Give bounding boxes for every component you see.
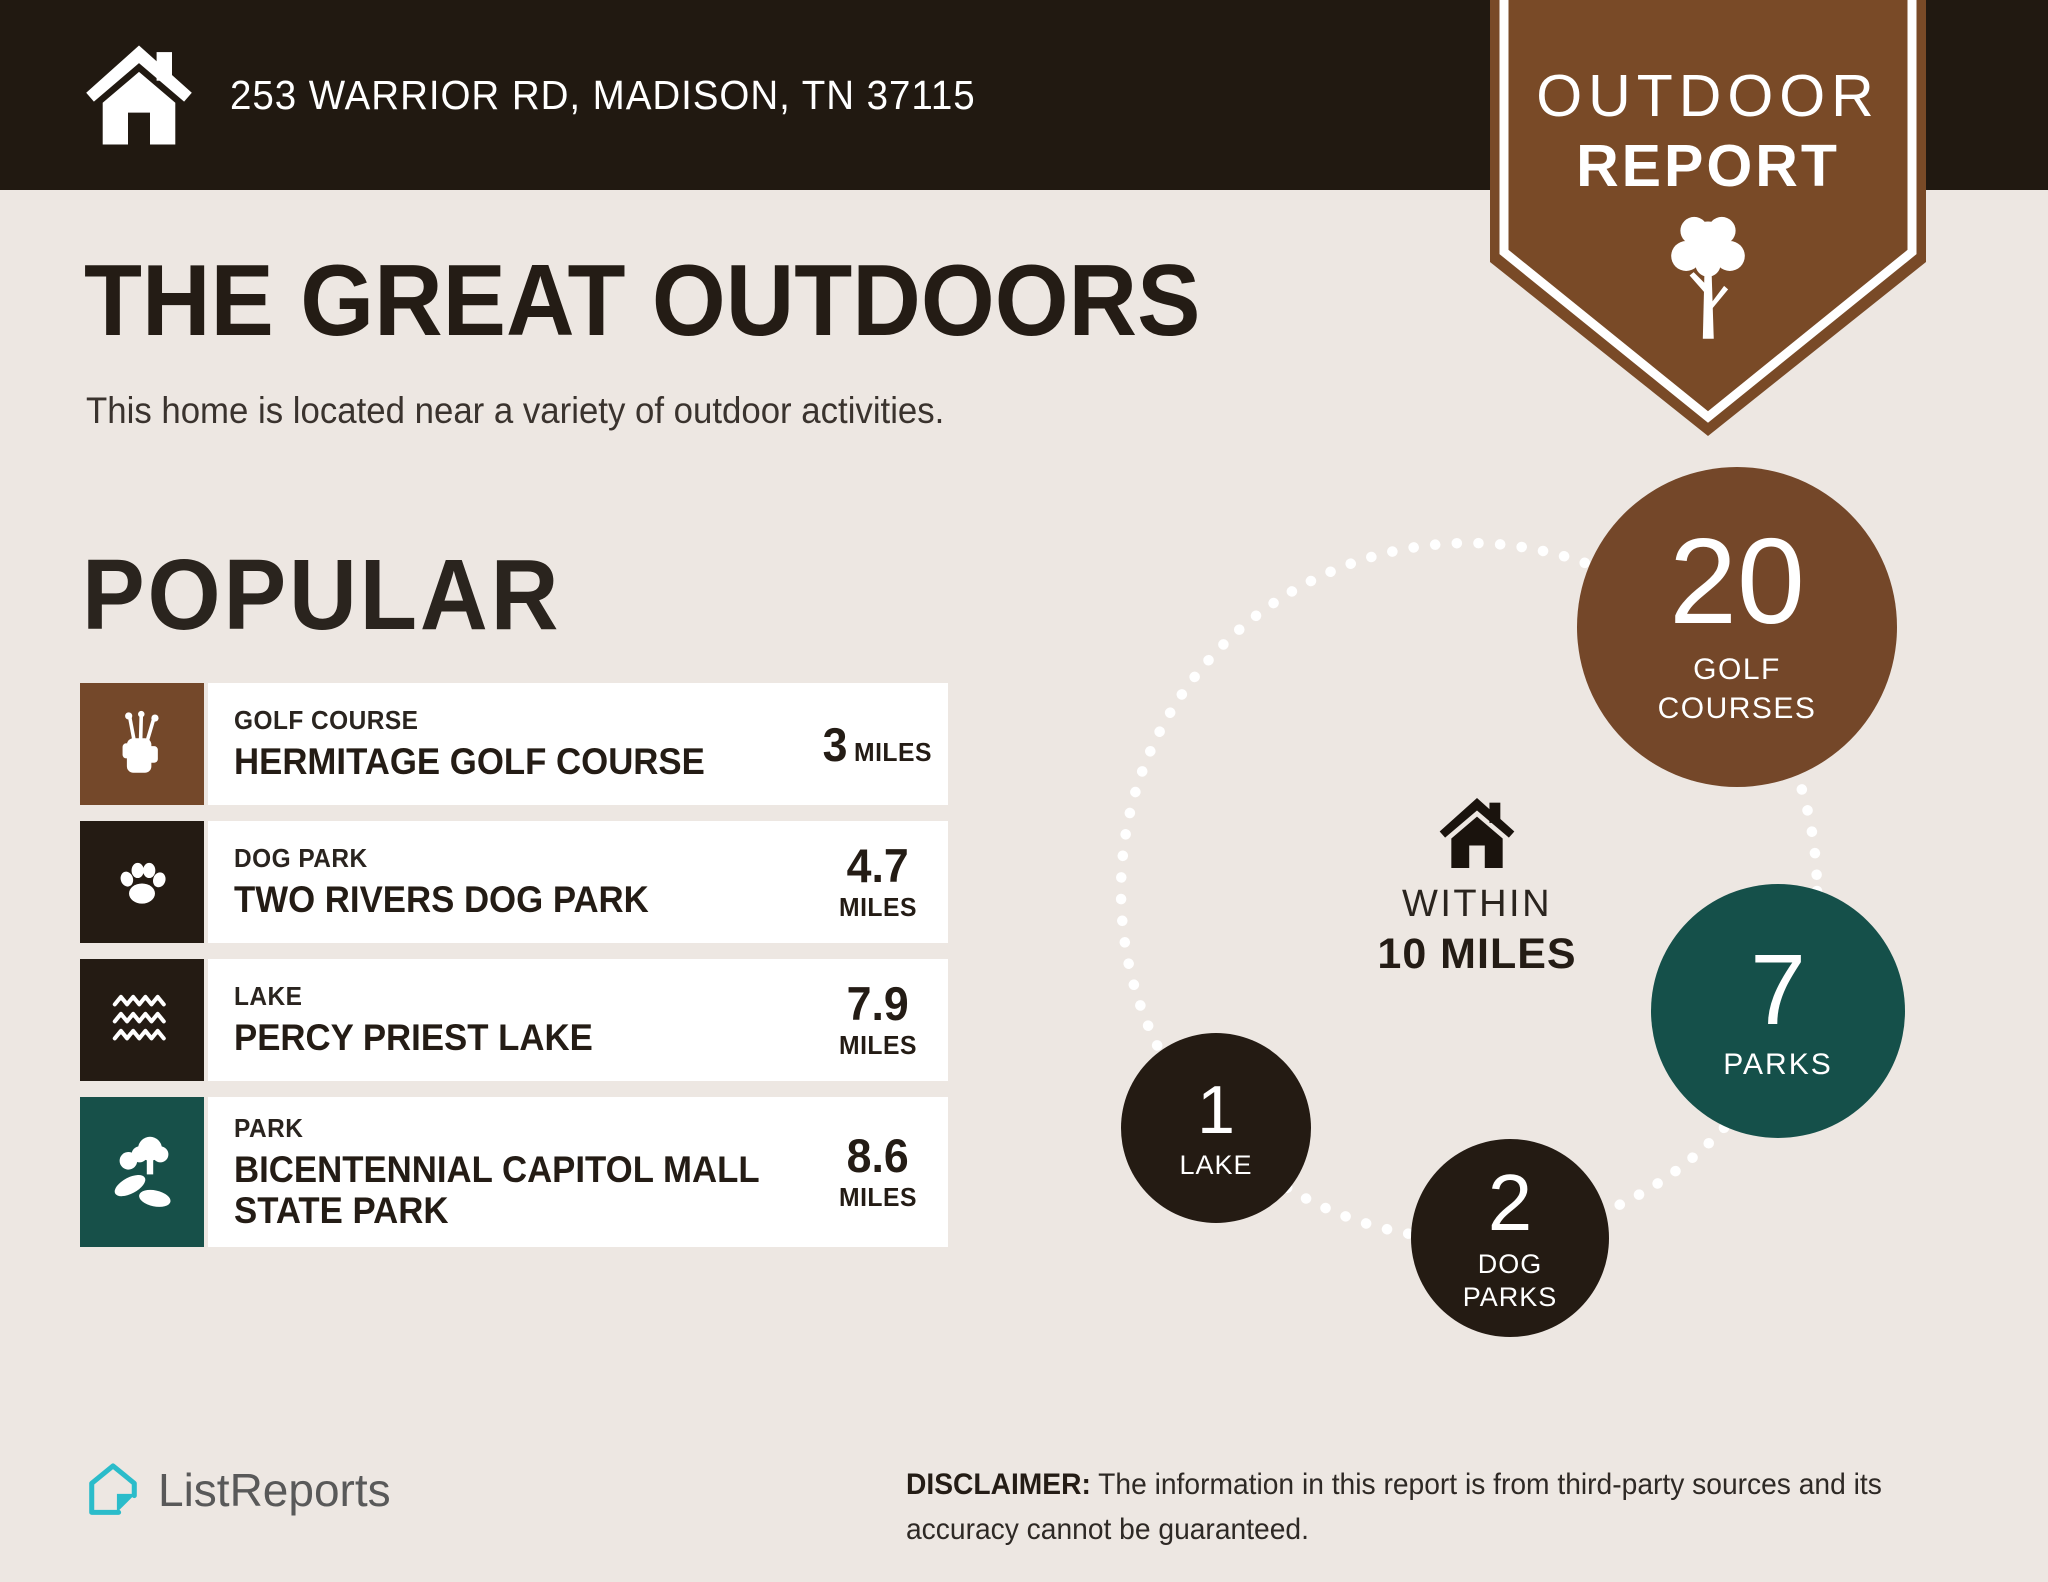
waves-icon [80, 959, 204, 1081]
disclaimer-label: DISCLAIMER: [906, 1468, 1091, 1501]
disclaimer-text-line2: accuracy cannot be guaranteed. [906, 1513, 1309, 1546]
popular-heading: POPULAR [82, 538, 592, 653]
poi-category: GOLF COURSE [234, 705, 419, 736]
distance-unit: MILES [839, 1181, 917, 1212]
park-icon [80, 1097, 204, 1247]
lake-bubble: 1 LAKE [1121, 1033, 1311, 1223]
badge-title-line1: OUTDOOR [1536, 63, 1880, 129]
disclaimer-text-line1: The information in this report is from t… [1090, 1468, 1882, 1501]
poi-name: BICENTENNIAL CAPITOL MALL STATE PARK [234, 1148, 769, 1231]
paw-icon [80, 821, 204, 943]
bubble-label: PARKS [1723, 1048, 1833, 1081]
bubble-value: 20 [1669, 513, 1805, 649]
brand-footer: ListReports [84, 1462, 391, 1518]
radius-label-line1: WITHIN [1401, 883, 1553, 925]
list-item-lake: LAKE PERCY PRIEST LAKE 7.9 MILES [80, 959, 948, 1081]
list-item-golf-course: GOLF COURSE HERMITAGE GOLF COURSE 3 MILE… [80, 683, 948, 805]
poi-name: PERCY PRIEST LAKE [234, 1017, 593, 1059]
distance-value: 8.6 [846, 1128, 910, 1182]
property-address-text: 253 WARRIOR RD, MADISON, TN 37115 [230, 71, 976, 118]
poi-distance: 8.6 MILES [816, 1132, 940, 1213]
property-address: 253 WARRIOR RD, MADISON, TN 37115 [230, 72, 1023, 119]
poi-category: LAKE [234, 981, 303, 1012]
park-glyph [114, 1136, 171, 1207]
paw-glyph [120, 862, 166, 904]
disclaimer: DISCLAIMER: The information in this repo… [906, 1462, 2048, 1552]
poi-category: PARK [234, 1112, 304, 1143]
poi-category: DOG PARK [234, 843, 368, 874]
bubble-label: DOG PARKS [1462, 1249, 1558, 1312]
poi-distance: 4.7 MILES [816, 842, 940, 923]
poi-distance: 3 MILES [816, 721, 940, 768]
list-card: PARK BICENTENNIAL CAPITOL MALL STATE PAR… [208, 1097, 948, 1247]
golf-bag-glyph [122, 710, 159, 773]
page-subtitle-text: This home is located near a variety of o… [86, 390, 945, 431]
house-icon [1439, 798, 1515, 868]
bubble-value: 2 [1487, 1158, 1533, 1248]
distance-unit: MILES [839, 1029, 917, 1060]
radius-label-line2: 10 MILES [1377, 930, 1577, 978]
list-card: GOLF COURSE HERMITAGE GOLF COURSE 3 MILE… [208, 683, 948, 805]
radius-center: WITHIN 10 MILES [1360, 798, 1594, 979]
home-icon [86, 45, 192, 145]
poi-distance: 7.9 MILES [816, 980, 940, 1061]
dog-parks-bubble: 2 DOG PARKS [1411, 1139, 1609, 1337]
distance-unit: MILES [839, 891, 917, 922]
distance-value: 4.7 [846, 838, 910, 892]
poi-name: TWO RIVERS DOG PARK [234, 879, 649, 921]
badge-title-line2: REPORT [1576, 133, 1840, 199]
list-card: LAKE PERCY PRIEST LAKE 7.9 MILES [208, 959, 948, 1081]
outdoor-report-badge: OUTDOOR REPORT [1490, 0, 1926, 436]
distance-unit: MILES [854, 736, 933, 767]
popular-heading-text: POPULAR [82, 539, 562, 651]
ribbon-background [1490, 0, 1926, 436]
parks-bubble: 7 PARKS [1651, 884, 1905, 1138]
bubble-label: GOLF COURSES [1657, 653, 1817, 725]
popular-list: GOLF COURSE HERMITAGE GOLF COURSE 3 MILE… [80, 683, 948, 1247]
brand-name: ListReports [158, 1464, 391, 1516]
listreports-logo-icon [89, 1463, 137, 1515]
list-item-park: PARK BICENTENNIAL CAPITOL MALL STATE PAR… [80, 1097, 948, 1247]
page-subtitle: This home is located near a variety of o… [86, 390, 999, 432]
list-card: DOG PARK TWO RIVERS DOG PARK 4.7 MILES [208, 821, 948, 943]
page-title-text: THE GREAT OUTDOORS [84, 245, 1201, 357]
waves-glyph [112, 994, 166, 1041]
golf-courses-bubble: 20 GOLF COURSES [1577, 467, 1897, 787]
distance-value: 3 [822, 717, 848, 771]
badge-content: OUTDOOR REPORT [1490, 0, 1926, 353]
golf-bag-icon [80, 683, 204, 805]
bubble-value: 7 [1750, 934, 1806, 1046]
distance-value: 7.9 [846, 976, 910, 1030]
poi-name: HERMITAGE GOLF COURSE [234, 741, 705, 783]
bubble-label: LAKE [1179, 1149, 1253, 1180]
tree-icon [1671, 216, 1745, 339]
bubble-value: 1 [1197, 1071, 1235, 1148]
page-title: THE GREAT OUTDOORS [84, 244, 1272, 359]
list-item-dog-park: DOG PARK TWO RIVERS DOG PARK 4.7 MILES [80, 821, 948, 943]
